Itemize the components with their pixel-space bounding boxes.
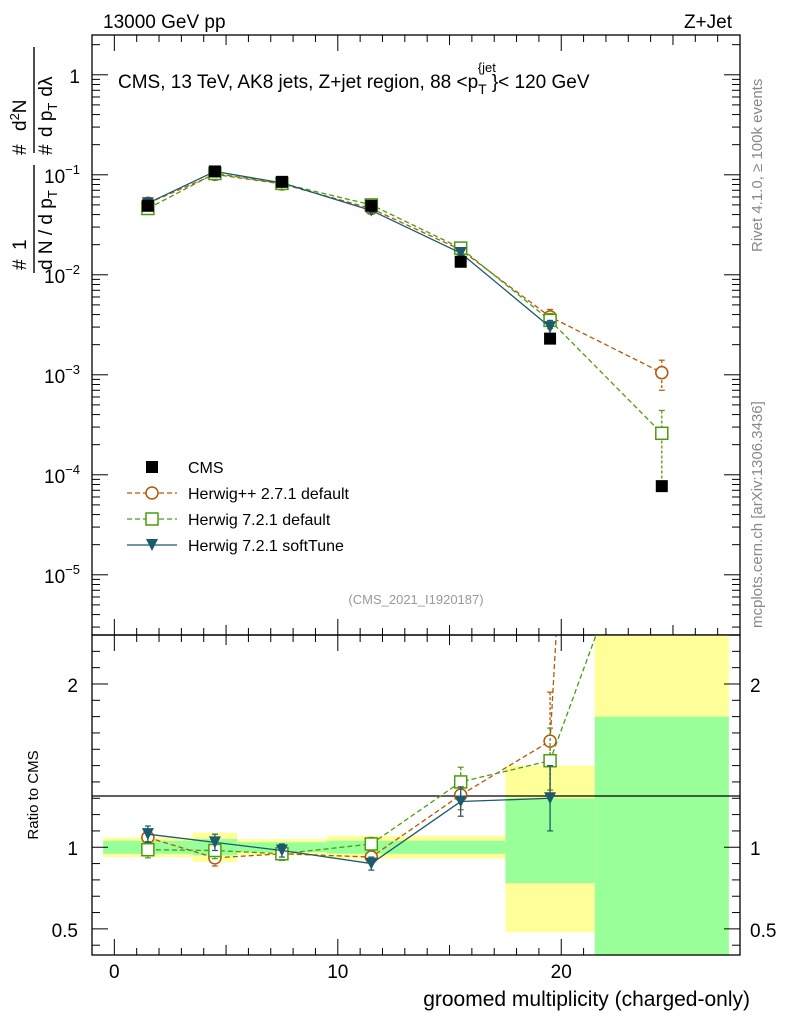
analysis-id-watermark: (CMS_2021_I1920187) xyxy=(348,592,483,607)
legend-marker xyxy=(146,539,158,551)
svg-text:d2N: d2N xyxy=(7,99,31,131)
ratio-y-axis-label: Ratio to CMS xyxy=(25,750,42,839)
ratio-y-tick-label-right: 2 xyxy=(750,676,761,697)
data-point xyxy=(655,365,669,380)
data-point xyxy=(544,332,557,345)
ratio-y-tick-label: 1 xyxy=(67,839,78,860)
ratio-series-herwig-7-2-1-softtune xyxy=(141,765,557,871)
ratio-frame xyxy=(91,634,741,956)
ratio-series-line xyxy=(147,797,551,865)
legend-label: Herwig++ 2.7.1 default xyxy=(188,486,350,503)
ratio-data-point xyxy=(275,844,288,857)
legend-label: Herwig 7.2.1 default xyxy=(188,512,331,529)
series-herwig-7-2-1-softtune xyxy=(141,165,557,336)
svg-text:1: 1 xyxy=(10,239,31,250)
ratio-data-point xyxy=(454,795,467,808)
legend-marker xyxy=(145,512,159,526)
series-cms xyxy=(141,165,668,493)
ratio-uncertainty-bands xyxy=(103,635,729,955)
legend-entry: CMS xyxy=(146,460,224,477)
data-point xyxy=(141,199,154,212)
header-right: Z+Jet xyxy=(684,12,733,33)
ratio-y-tick-label: 2 xyxy=(67,676,78,697)
svg-text:#: # xyxy=(10,259,31,270)
header-left: 13000 GeV pp xyxy=(103,12,226,33)
ratio-data-point xyxy=(141,842,155,857)
data-point xyxy=(454,247,467,260)
data-point xyxy=(454,255,467,268)
series-line xyxy=(147,172,663,434)
ratio-y-tick-label-right: 1 xyxy=(750,839,761,860)
x-tick-label: 10 xyxy=(327,962,348,983)
ratio-ticks: 0.5 0.51 12 20 10 20 xyxy=(52,650,776,983)
main-y-tick-label: 10−1 xyxy=(44,162,80,188)
data-point xyxy=(655,480,668,493)
ratio-y-tick-label: 0.5 xyxy=(52,921,78,942)
main-y-axis-label: # 1 d N / d pT # d2N # d pTdλ xyxy=(7,47,60,273)
stat-uncertainty-band xyxy=(594,716,729,955)
ratio-data-point xyxy=(208,836,221,849)
data-point xyxy=(365,199,378,212)
series-herwig-2-7-1-default xyxy=(141,167,669,391)
main-ticks xyxy=(92,35,740,955)
side-lower-text: mcplots.cern.ch [arXiv:1306.3436] xyxy=(749,401,766,628)
main-plot: 1 10−1 10−2 10−3 10−4 10−5 CMS, 13 TeV, AK8 j… xyxy=(44,34,741,955)
x-axis-label: groomed multiplicity (charged-only) xyxy=(423,988,750,1011)
legend-entry: Herwig 7.2.1 default xyxy=(127,512,331,529)
series-line xyxy=(147,170,551,328)
data-point xyxy=(208,165,221,178)
ratio-y-tick-label-right: 0.5 xyxy=(750,921,776,942)
ratio-series-herwig-2-7-1-default xyxy=(141,634,557,867)
main-y-tick-label: 1 xyxy=(69,67,80,88)
legend-entry: Herwig++ 2.7.1 default xyxy=(127,486,350,503)
main-y-tick-label: 10−2 xyxy=(44,262,80,288)
svg-text:#: # xyxy=(36,144,57,155)
x-tick-label: 20 xyxy=(551,962,572,983)
series-herwig-7-2-1-default xyxy=(141,166,669,486)
main-y-tick-label: 10−3 xyxy=(44,362,80,388)
legend-entry: Herwig 7.2.1 softTune xyxy=(127,538,344,555)
ratio-data-point xyxy=(141,828,154,841)
ratio-data-point xyxy=(365,857,378,870)
data-point xyxy=(655,426,669,441)
ratio-plot: 0.5 0.51 12 20 10 20 Ratio to CMS groomed mul… xyxy=(25,634,776,1011)
side-upper-text: Rivet 4.1.0, ≥ 100k events xyxy=(749,79,766,252)
legend: CMS Herwig++ 2.7.1 default Herwig 7.2.1 de… xyxy=(127,460,350,555)
series-line xyxy=(147,173,663,374)
main-y-tick-labels: 1 10−1 10−2 10−3 10−4 10−5 xyxy=(44,67,80,588)
data-point xyxy=(275,175,288,188)
legend-label: CMS xyxy=(188,460,224,477)
svg-text:#: # xyxy=(10,144,31,155)
ratio-data-point xyxy=(364,837,379,851)
x-tick-label: 0 xyxy=(109,962,120,983)
ratio-data-layer xyxy=(141,634,597,871)
ratio-data-point xyxy=(453,775,468,789)
stat-uncertainty-band xyxy=(416,840,506,854)
legend-marker xyxy=(146,461,158,473)
main-data-layer xyxy=(141,165,669,493)
svg-text:d pTdλ: d pTdλ xyxy=(36,76,60,137)
legend-marker xyxy=(145,486,159,500)
data-point xyxy=(544,321,557,334)
main-y-tick-label: 10−4 xyxy=(44,462,80,488)
legend-label: Herwig 7.2.1 softTune xyxy=(188,538,344,555)
svg-text:d N / d pT: d N / d pT xyxy=(36,190,60,270)
chart-title: CMS, 13 TeV, AK8 jets, Z+jet region, 88 … xyxy=(118,60,590,97)
ratio-data-point xyxy=(544,792,557,805)
ratio-data-point xyxy=(543,753,557,768)
main-y-tick-label: 10−5 xyxy=(44,562,80,588)
ratio-series-line xyxy=(147,634,557,859)
